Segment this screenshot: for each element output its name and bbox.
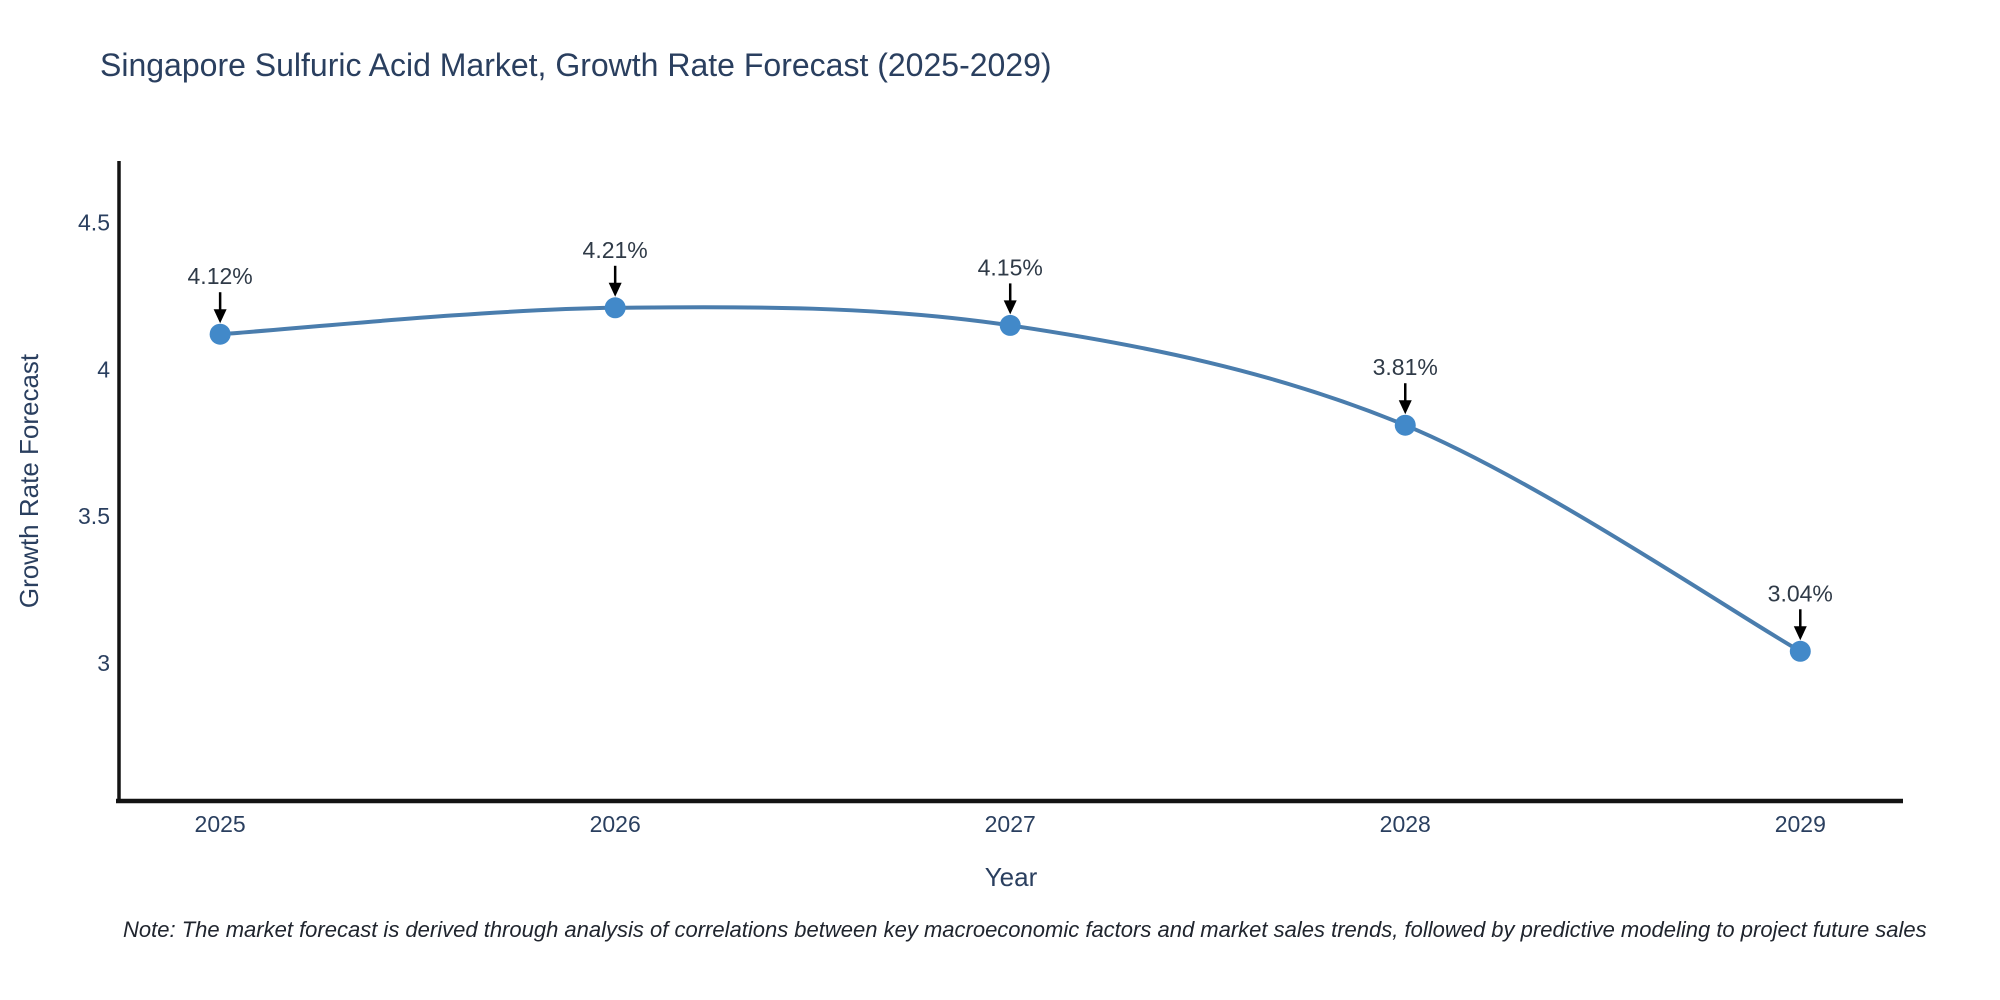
point-value-label: 4.15%	[978, 254, 1043, 280]
data-point-marker	[209, 323, 231, 345]
forecast-line	[219, 305, 1802, 654]
y-tick-label: 4.5	[78, 210, 110, 236]
annotation-arrow-head	[1003, 300, 1017, 315]
chart-title: Singapore Sulfuric Acid Market, Growth R…	[100, 47, 1052, 83]
x-axis-title: Year	[985, 862, 1038, 892]
data-point-marker	[1394, 414, 1416, 436]
point-value-label: 3.04%	[1768, 580, 1833, 606]
y-tick-label: 4	[97, 356, 110, 382]
data-point-marker	[1789, 640, 1811, 662]
x-tick-label: 2028	[1380, 811, 1431, 837]
annotation-arrow-head	[1793, 626, 1807, 641]
y-axis-title: Growth Rate Forecast	[14, 353, 44, 608]
y-tick-label: 3	[97, 650, 110, 676]
point-value-label: 4.12%	[188, 263, 253, 289]
annotation-arrow-head	[608, 282, 622, 297]
x-tick-label: 2029	[1775, 811, 1826, 837]
point-value-label: 3.81%	[1373, 354, 1438, 380]
chart-footnote: Note: The market forecast is derived thr…	[123, 917, 1927, 942]
x-tick-label: 2026	[590, 811, 641, 837]
data-point-marker	[999, 314, 1021, 336]
x-tick-label: 2025	[195, 811, 246, 837]
data-point-marker	[604, 297, 626, 319]
annotation-arrow-head	[213, 309, 227, 324]
annotation-arrow-head	[1398, 400, 1412, 415]
point-value-label: 4.21%	[583, 237, 648, 263]
x-tick-label: 2027	[985, 811, 1036, 837]
y-tick-label: 3.5	[78, 503, 110, 529]
